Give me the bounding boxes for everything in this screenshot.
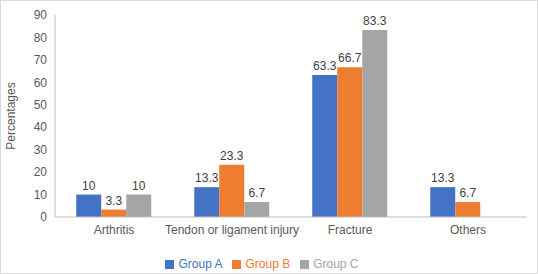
svg-text:60: 60	[34, 76, 48, 90]
html-text:Group B: Group B	[245, 257, 291, 271]
svg-text:30: 30	[34, 143, 48, 157]
svg-text:3.3: 3.3	[105, 194, 122, 208]
svg-text:Arthritis: Arthritis	[94, 223, 135, 237]
html-text:Group C: Group C	[313, 257, 359, 271]
svg-text:13.3: 13.3	[431, 171, 455, 185]
svg-text:0: 0	[40, 210, 47, 224]
svg-text:10: 10	[82, 179, 96, 193]
svg-text:10: 10	[132, 179, 146, 193]
svg-text:83.3: 83.3	[363, 14, 387, 28]
svg-text:10: 10	[34, 188, 48, 202]
svg-text:66.7: 66.7	[338, 51, 362, 65]
svg-text:Others: Others	[450, 223, 486, 237]
svg-text:Fracture: Fracture	[328, 223, 373, 237]
svg-text:80: 80	[34, 31, 48, 45]
svg-text:6.7: 6.7	[248, 186, 265, 200]
svg-text:20: 20	[34, 165, 48, 179]
svg-text:70: 70	[34, 53, 48, 67]
svg-text:50: 50	[34, 98, 48, 112]
svg-text:90: 90	[34, 8, 48, 22]
svg-text:40: 40	[34, 120, 48, 134]
html-text:Group A: Group A	[178, 257, 223, 271]
svg-text:Tendon or ligament injury: Tendon or ligament injury	[165, 223, 299, 237]
svg-text:23.3: 23.3	[220, 149, 244, 163]
svg-text:6.7: 6.7	[459, 186, 476, 200]
svg-text:Percentages: Percentages	[8, 82, 18, 149]
svg-text:13.3: 13.3	[195, 171, 219, 185]
svg-text:63.3: 63.3	[313, 59, 337, 73]
